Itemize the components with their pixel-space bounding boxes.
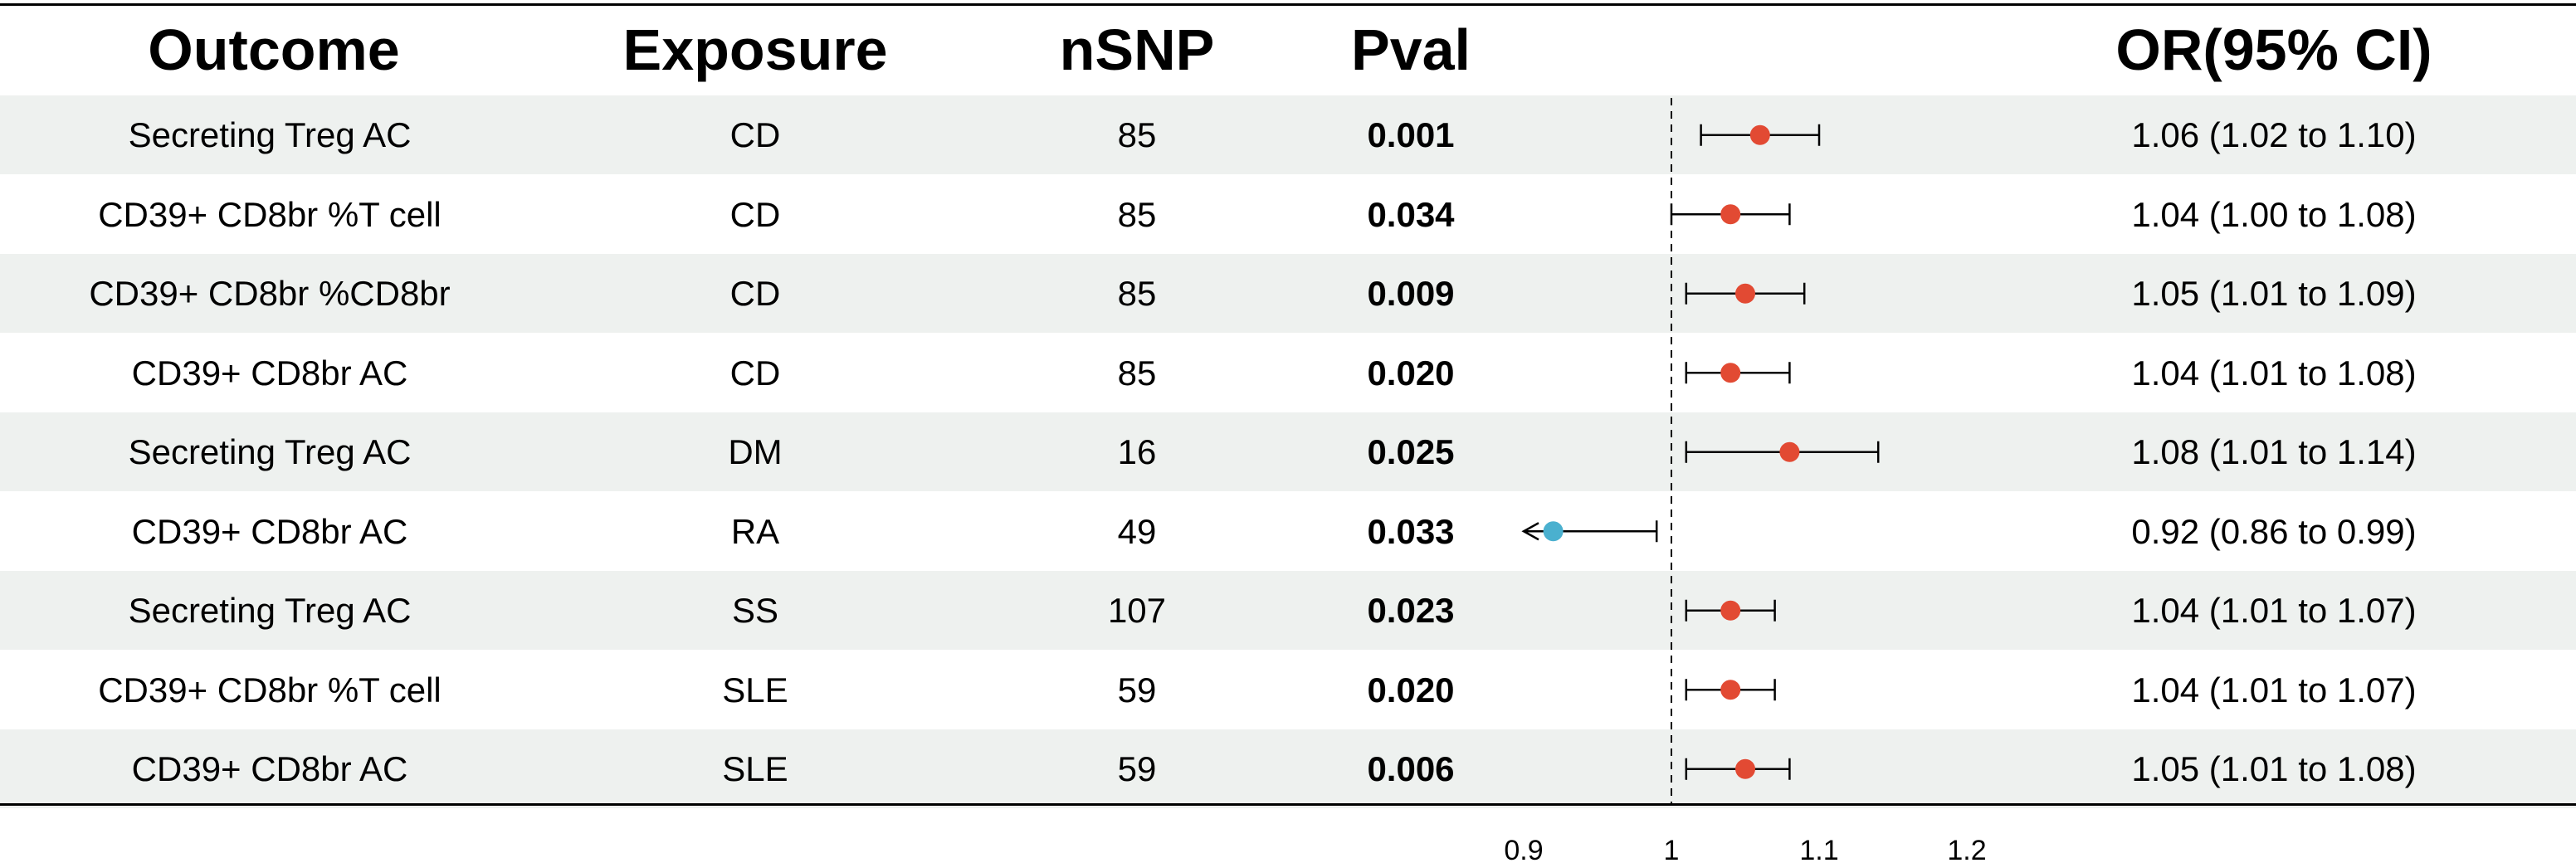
table-row: CD39+ CD8br AC SLE 59 0.006 1.05 (1.01 to 1.… bbox=[0, 729, 2576, 808]
or-ci-cell: 1.04 (1.00 to 1.08) bbox=[2131, 194, 2417, 234]
bottom-rule bbox=[0, 803, 2576, 806]
outcome-cell: Secreting Treg AC bbox=[128, 115, 412, 154]
header-pval: Pval bbox=[1351, 17, 1471, 82]
header-outcome: Outcome bbox=[148, 17, 400, 82]
table-row: CD39+ CD8br AC RA 49 0.033 0.92 (0.86 to 0.9… bbox=[0, 492, 2576, 571]
or-ci-cell: 1.04 (1.01 to 1.07) bbox=[2131, 670, 2417, 709]
pval-cell: 0.001 bbox=[1367, 115, 1455, 154]
x-tick-label: 0.9 bbox=[1504, 835, 1543, 863]
or-ci-cell: 1.08 (1.01 to 1.14) bbox=[2131, 432, 2417, 471]
outcome-cell: CD39+ CD8br AC bbox=[131, 511, 408, 551]
x-tick-label: 1.1 bbox=[1799, 835, 1838, 863]
exposure-cell: SLE bbox=[722, 749, 788, 788]
pval-cell: 0.023 bbox=[1367, 591, 1455, 630]
exposure-cell: CD bbox=[729, 194, 781, 234]
nsnp-cell: 49 bbox=[1117, 511, 1157, 551]
table-row: CD39+ CD8br AC CD 85 0.020 1.04 (1.01 to 1.0… bbox=[0, 334, 2576, 412]
pval-cell: 0.020 bbox=[1367, 670, 1455, 709]
or-ci-cell: 1.05 (1.01 to 1.09) bbox=[2131, 274, 2417, 313]
x-tick-label: 1 bbox=[1664, 835, 1680, 863]
pval-cell: 0.025 bbox=[1367, 432, 1455, 471]
pval-cell: 0.020 bbox=[1367, 353, 1455, 392]
outcome-cell: CD39+ CD8br AC bbox=[131, 353, 408, 392]
or-ci-cell: 1.04 (1.01 to 1.08) bbox=[2131, 353, 2417, 392]
outcome-cell: Secreting Treg AC bbox=[128, 591, 412, 630]
outcome-cell: Secreting Treg AC bbox=[128, 432, 412, 471]
pval-cell: 0.034 bbox=[1367, 194, 1455, 234]
or-ci-cell: 1.06 (1.02 to 1.10) bbox=[2131, 115, 2417, 154]
exposure-cell: DM bbox=[728, 432, 783, 471]
nsnp-cell: 85 bbox=[1117, 274, 1157, 313]
header-or-ci: OR(95% CI) bbox=[2115, 17, 2432, 82]
table-row: Secreting Treg AC CD 85 0.001 1.06 (1.02 to … bbox=[0, 95, 2576, 174]
x-tick-label: 1.2 bbox=[1947, 835, 1986, 863]
outcome-cell: CD39+ CD8br %CD8br bbox=[89, 274, 451, 313]
exposure-cell: CD bbox=[729, 115, 781, 154]
nsnp-cell: 59 bbox=[1117, 749, 1157, 788]
pval-cell: 0.006 bbox=[1367, 749, 1455, 788]
top-rule bbox=[0, 3, 2576, 6]
table-row: Secreting Treg AC DM 16 0.025 1.08 (1.01 to … bbox=[0, 412, 2576, 491]
nsnp-cell: 85 bbox=[1117, 353, 1157, 392]
exposure-cell: SS bbox=[731, 591, 779, 630]
pval-cell: 0.009 bbox=[1367, 274, 1455, 313]
exposure-cell: CD bbox=[729, 353, 781, 392]
outcome-cell: CD39+ CD8br %T cell bbox=[98, 194, 442, 234]
pval-cell: 0.033 bbox=[1367, 511, 1455, 551]
header-exposure: Exposure bbox=[622, 17, 888, 82]
or-ci-cell: 1.04 (1.01 to 1.07) bbox=[2131, 591, 2417, 630]
nsnp-cell: 85 bbox=[1117, 115, 1157, 154]
nsnp-cell: 59 bbox=[1117, 670, 1157, 709]
table-row: Secreting Treg AC SS 107 0.023 1.04 (1.01 to… bbox=[0, 571, 2576, 650]
exposure-cell: CD bbox=[729, 274, 781, 313]
or-ci-cell: 1.05 (1.01 to 1.08) bbox=[2131, 749, 2417, 788]
table-row: CD39+ CD8br %T cell CD 85 0.034 1.04 (1.00 t… bbox=[0, 175, 2576, 254]
exposure-cell: RA bbox=[730, 511, 780, 551]
table-row: CD39+ CD8br %T cell SLE 59 0.020 1.04 (1.01 … bbox=[0, 651, 2576, 729]
exposure-cell: SLE bbox=[722, 670, 788, 709]
outcome-cell: CD39+ CD8br %T cell bbox=[98, 670, 442, 709]
table-row: CD39+ CD8br %CD8br CD 85 0.009 1.05 (1.01 to… bbox=[0, 254, 2576, 333]
outcome-cell: CD39+ CD8br AC bbox=[131, 749, 408, 788]
nsnp-cell: 85 bbox=[1117, 194, 1157, 234]
or-ci-cell: 0.92 (0.86 to 0.99) bbox=[2131, 511, 2417, 551]
header-nsnp: nSNP bbox=[1059, 17, 1215, 82]
nsnp-cell: 16 bbox=[1117, 432, 1157, 471]
nsnp-cell: 107 bbox=[1107, 591, 1167, 630]
